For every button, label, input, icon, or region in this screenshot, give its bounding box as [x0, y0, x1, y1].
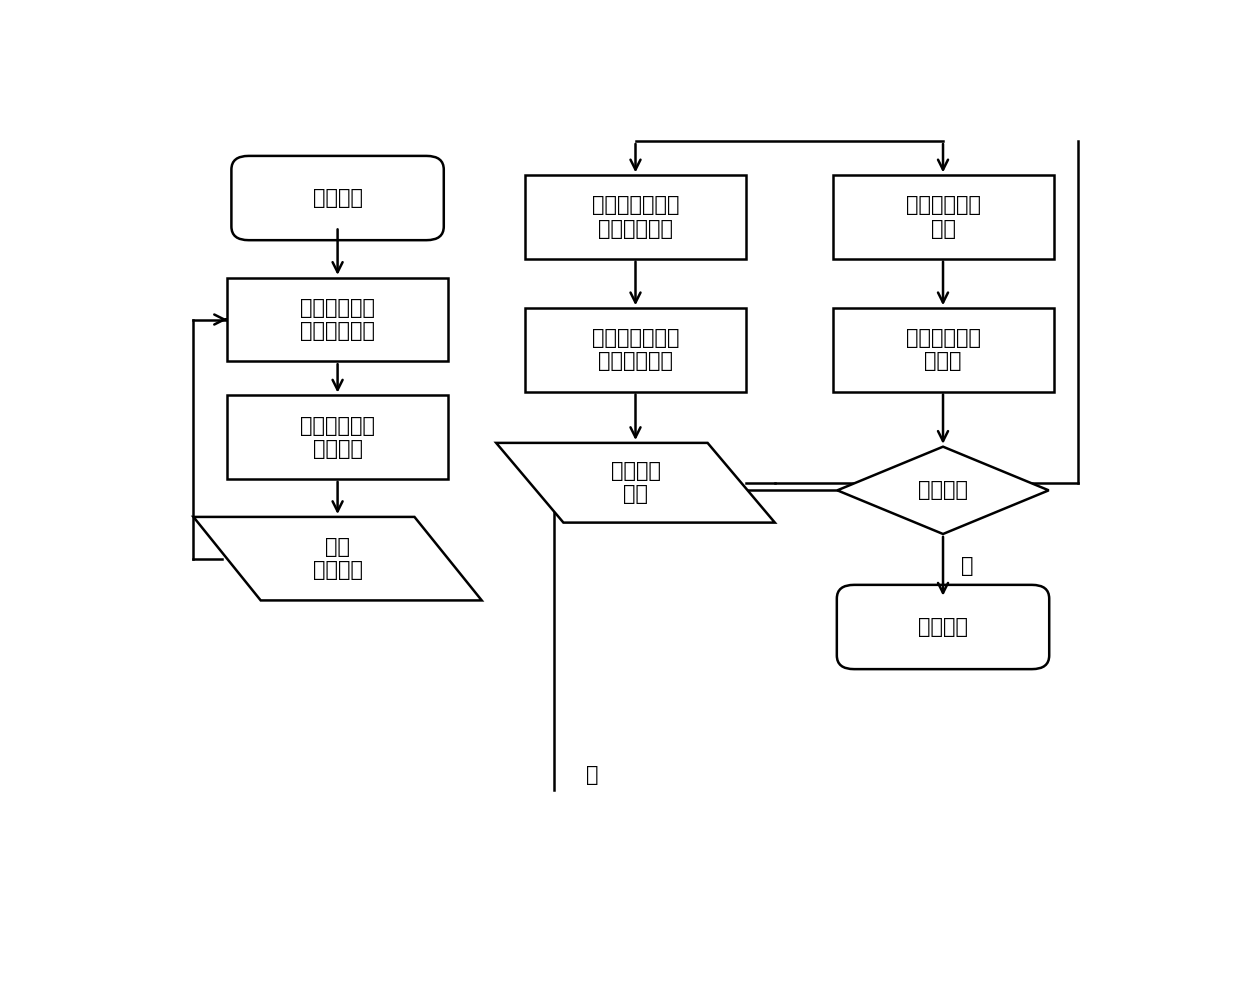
Text: 算法结束: 算法结束 — [918, 617, 968, 637]
Text: 算法开始: 算法开始 — [312, 188, 362, 208]
Text: 中心
数据对象: 中心 数据对象 — [312, 537, 362, 581]
FancyBboxPatch shape — [232, 156, 444, 241]
Polygon shape — [837, 447, 1049, 534]
Text: 选择距离最小
的中心点: 选择距离最小 的中心点 — [300, 415, 374, 458]
Polygon shape — [496, 443, 775, 523]
Text: 计算数据对象
到中心点距离: 计算数据对象 到中心点距离 — [300, 298, 374, 341]
Bar — [525, 309, 746, 391]
Text: 计算距离新的
中心点: 计算距离新的 中心点 — [905, 328, 981, 372]
Text: 计算同一中心点
数据对象之和: 计算同一中心点 数据对象之和 — [591, 328, 680, 372]
Bar — [832, 309, 1054, 391]
FancyBboxPatch shape — [837, 585, 1049, 669]
Bar — [832, 176, 1054, 258]
Text: 是否收敛: 是否收敛 — [918, 480, 968, 500]
Text: 聚类局部
结果: 聚类局部 结果 — [610, 461, 661, 505]
Polygon shape — [193, 517, 481, 600]
Bar — [525, 176, 746, 258]
Text: 汇聚聚类局部
结果: 汇聚聚类局部 结果 — [905, 195, 981, 239]
Bar — [227, 278, 448, 361]
Bar — [227, 395, 448, 479]
Text: 是: 是 — [961, 556, 973, 576]
Text: 将同一中心点的
数据对象汇聚: 将同一中心点的 数据对象汇聚 — [591, 195, 680, 239]
Text: 否: 否 — [587, 765, 599, 785]
